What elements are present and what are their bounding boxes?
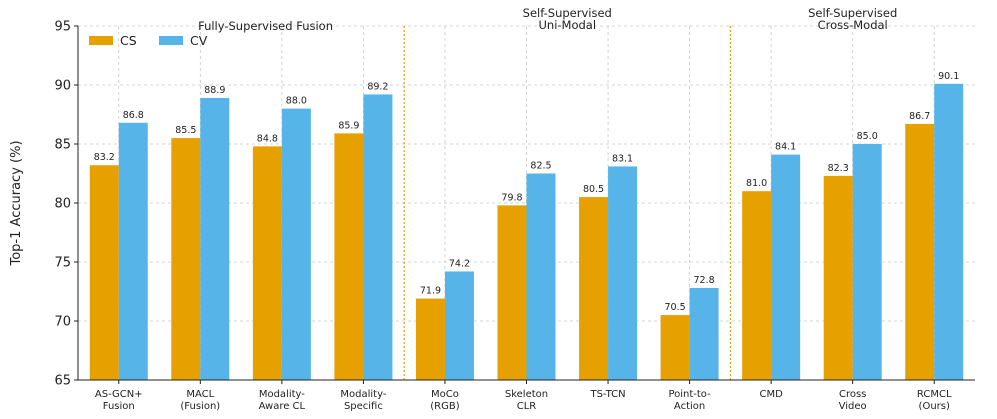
data-label: 79.8 [501, 192, 522, 203]
bar-cv [444, 271, 474, 380]
x-tick-label: (Fusion) [180, 401, 220, 412]
bar-cs [497, 205, 527, 380]
x-tick-label: Modality- [340, 389, 386, 400]
bar-cv [118, 122, 148, 380]
x-tick-label: Modality- [259, 389, 305, 400]
y-tick-label: 90 [54, 79, 71, 94]
data-label: 80.5 [583, 184, 604, 195]
data-label: 86.8 [123, 110, 144, 121]
data-label: 90.1 [938, 71, 959, 82]
bar-cv [200, 97, 230, 380]
data-label: 84.1 [775, 142, 796, 153]
data-label: 89.2 [367, 81, 388, 92]
bar-cs [415, 298, 445, 380]
bar-cs [579, 197, 609, 380]
x-tick-label: AS-GCN+ [95, 389, 143, 400]
x-tick-label: (RGB) [430, 401, 459, 412]
x-tick-label: Skeleton [505, 389, 548, 400]
bar-cs [905, 123, 935, 380]
bar-cs [660, 315, 690, 380]
y-tick-label: 65 [54, 374, 71, 389]
x-tick-label: (Ours) [919, 401, 950, 412]
x-tick-label: Point-to- [668, 389, 711, 400]
bar-cs [171, 138, 201, 380]
y-tick-label: 70 [54, 315, 71, 330]
x-tick-label: TS-TCN [589, 389, 625, 400]
y-axis-title: Top-1 Accuracy (%) [9, 140, 24, 266]
group-label: Fully-Supervised Fusion [198, 19, 333, 33]
data-label: 70.5 [665, 302, 686, 313]
y-tick-label: 85 [54, 138, 71, 153]
bar-cs [334, 133, 364, 380]
data-label: 71.9 [420, 286, 441, 297]
data-label: 85.9 [338, 120, 359, 131]
x-tick-label: Fusion [103, 401, 135, 412]
data-label: 85.0 [857, 131, 878, 142]
y-tick-label: 80 [54, 197, 71, 212]
legend-swatch-cs [89, 36, 113, 45]
bar-cv [689, 287, 719, 380]
data-label: 81.0 [746, 178, 767, 189]
data-label: 84.8 [257, 133, 278, 144]
data-label: 86.7 [909, 111, 930, 122]
data-label: 82.5 [530, 161, 551, 172]
data-label: 83.2 [94, 152, 115, 163]
legend-label: CV [190, 33, 208, 48]
bar-cv [852, 144, 882, 380]
bar-cv [608, 166, 638, 380]
y-tick-label: 75 [54, 256, 71, 271]
bar-cs [252, 146, 282, 380]
x-tick-label: CMD [759, 389, 783, 400]
x-tick-label: Action [674, 401, 705, 412]
x-tick-label: Video [839, 401, 867, 412]
data-label: 85.5 [175, 125, 196, 136]
data-label: 88.0 [286, 96, 307, 107]
group-label: Self-Supervised [808, 6, 897, 20]
data-label: 74.2 [449, 258, 470, 269]
x-tick-label: Aware CL [259, 401, 306, 412]
y-tick-label: 95 [54, 20, 71, 35]
x-tick-label: Specific [344, 401, 383, 412]
data-label: 72.8 [694, 275, 715, 286]
bar-cv [526, 173, 556, 380]
bar-cv [281, 108, 311, 380]
x-tick-label: RCMCL [917, 389, 952, 400]
data-label: 88.9 [204, 85, 225, 96]
legend-swatch-cv [159, 36, 183, 45]
x-tick-label: MoCo [431, 389, 459, 400]
bar-cv [771, 154, 801, 380]
bar-cs [742, 191, 772, 380]
group-label: Uni-Modal [538, 18, 596, 32]
group-label: Cross-Modal [818, 18, 888, 32]
x-tick-label: CLR [517, 401, 537, 412]
x-tick-label: Cross [839, 389, 866, 400]
legend-label: CS [120, 33, 137, 48]
bar-cv [934, 83, 964, 380]
group-label: Self-Supervised [523, 6, 612, 20]
bar-cs [823, 175, 853, 380]
data-label: 82.3 [828, 163, 849, 174]
x-tick-label: MACL [186, 389, 214, 400]
data-label: 83.1 [612, 153, 633, 164]
bar-cs [89, 165, 119, 380]
bar-cv [363, 94, 393, 380]
